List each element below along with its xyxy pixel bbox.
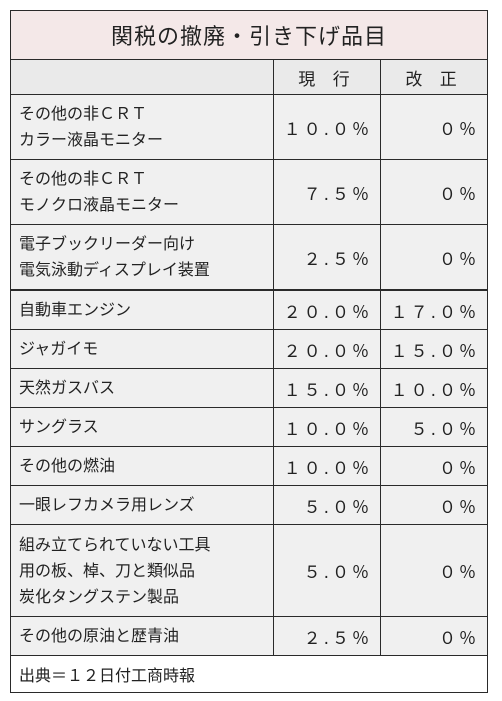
item-name: 天然ガスバス xyxy=(10,368,274,408)
header-blank-cell xyxy=(10,59,274,95)
item-name: 一眼レフカメラ用レンズ xyxy=(10,485,274,525)
table-row: その他の原油と歴青油 ２.５％ ０％ xyxy=(10,616,489,656)
item-name-line: 自動車エンジン xyxy=(19,300,132,319)
item-name-line: その他の非ＣＲＴ xyxy=(19,104,148,123)
current-rate: ２.５％ xyxy=(273,224,381,291)
current-rate: １０.０％ xyxy=(273,94,381,160)
revised-rate: ０％ xyxy=(379,524,489,617)
table-row: 自動車エンジン ２０.０％ １７.０％ xyxy=(10,289,489,330)
table-row: 電子ブックリーダー向け 電気泳動ディスプレイ装置 ２.５％ ０％ xyxy=(10,224,489,291)
table-row: サングラス １０.０％ ５.０％ xyxy=(10,407,489,447)
item-name: 電子ブックリーダー向け 電気泳動ディスプレイ装置 xyxy=(10,224,274,291)
table-row: その他の燃油 １０.０％ ０％ xyxy=(10,446,489,486)
current-rate: ７.５％ xyxy=(273,159,381,225)
table-title: 関税の撤廃・引き下げ品目 xyxy=(9,10,489,60)
revised-rate: １５.０％ xyxy=(379,329,489,369)
tariff-table: 関税の撤廃・引き下げ品目 現 行 改 正 その他の非ＣＲＴ カラー液晶モニター … xyxy=(9,10,489,693)
item-name-line: 電気泳動ディスプレイ装置 xyxy=(19,260,210,279)
item-name: ジャガイモ xyxy=(10,329,274,369)
revised-rate: １７.０％ xyxy=(379,289,489,330)
header-revised: 改 正 xyxy=(379,59,489,95)
item-name-line: その他の非ＣＲＴ xyxy=(19,169,148,188)
revised-rate: ０％ xyxy=(379,616,489,656)
item-name: その他の原油と歴青油 xyxy=(10,616,274,656)
revised-rate: ５.０％ xyxy=(379,407,489,447)
current-rate: １０.０％ xyxy=(273,407,381,447)
item-name-line: 電子ブックリーダー向け xyxy=(19,234,196,253)
item-name-line: 一眼レフカメラ用レンズ xyxy=(19,495,195,514)
item-name-line: 用の板、棹、刀と類似品 xyxy=(19,560,196,580)
revised-rate: ０％ xyxy=(379,94,489,160)
item-name-line: 天然ガスバス xyxy=(19,378,116,397)
revised-rate: ０％ xyxy=(379,159,489,225)
current-rate: １０.０％ xyxy=(273,446,381,486)
item-name: 自動車エンジン xyxy=(10,289,274,330)
item-name-line: 組み立てられていない工具 xyxy=(19,534,211,554)
header-current: 現 行 xyxy=(273,59,381,95)
item-name: サングラス xyxy=(10,407,274,447)
item-name-line: カラー液晶モニター xyxy=(19,130,164,149)
current-rate: １５.０％ xyxy=(273,368,381,408)
table-row: その他の非ＣＲＴ モノクロ液晶モニター ７.５％ ０％ xyxy=(10,159,489,225)
tariff-table-container: 関税の撤廃・引き下げ品目 現 行 改 正 その他の非ＣＲＴ カラー液晶モニター … xyxy=(9,10,489,693)
current-rate: ５.０％ xyxy=(273,524,381,617)
source-note: 出典＝１２日付工商時報 xyxy=(9,655,489,693)
table-row: その他の非ＣＲＴ カラー液晶モニター １０.０％ ０％ xyxy=(10,94,489,160)
table-row: 一眼レフカメラ用レンズ ５.０％ ０％ xyxy=(10,485,489,525)
revised-rate: １０.０％ xyxy=(379,368,489,408)
current-rate: ２０.０％ xyxy=(273,289,381,330)
item-name-line: その他の原油と歴青油 xyxy=(19,626,180,645)
revised-rate: ０％ xyxy=(379,224,489,291)
table-row: 組み立てられていない工具 用の板、棹、刀と類似品 炭化タングステン製品 ５.０％… xyxy=(10,524,489,617)
item-name: 組み立てられていない工具 用の板、棹、刀と類似品 炭化タングステン製品 xyxy=(10,524,274,617)
item-name-line: ジャガイモ xyxy=(19,339,99,358)
item-name-line: その他の燃油 xyxy=(19,456,116,475)
revised-rate: ０％ xyxy=(379,485,489,525)
current-rate: ２０.０％ xyxy=(273,329,381,369)
item-name-line: 炭化タングステン製品 xyxy=(19,586,180,606)
current-rate: ２.５％ xyxy=(273,616,381,656)
item-name: その他の燃油 xyxy=(10,446,274,486)
item-name-line: モノクロ液晶モニター xyxy=(19,195,180,214)
item-name: その他の非ＣＲＴ カラー液晶モニター xyxy=(10,94,274,160)
item-name-line: サングラス xyxy=(19,417,99,436)
table-row: ジャガイモ ２０.０％ １５.０％ xyxy=(10,329,489,369)
table-row: 天然ガスバス １５.０％ １０.０％ xyxy=(10,368,489,408)
item-name: その他の非ＣＲＴ モノクロ液晶モニター xyxy=(10,159,274,225)
current-rate: ５.０％ xyxy=(273,485,381,525)
revised-rate: ０％ xyxy=(379,446,489,486)
